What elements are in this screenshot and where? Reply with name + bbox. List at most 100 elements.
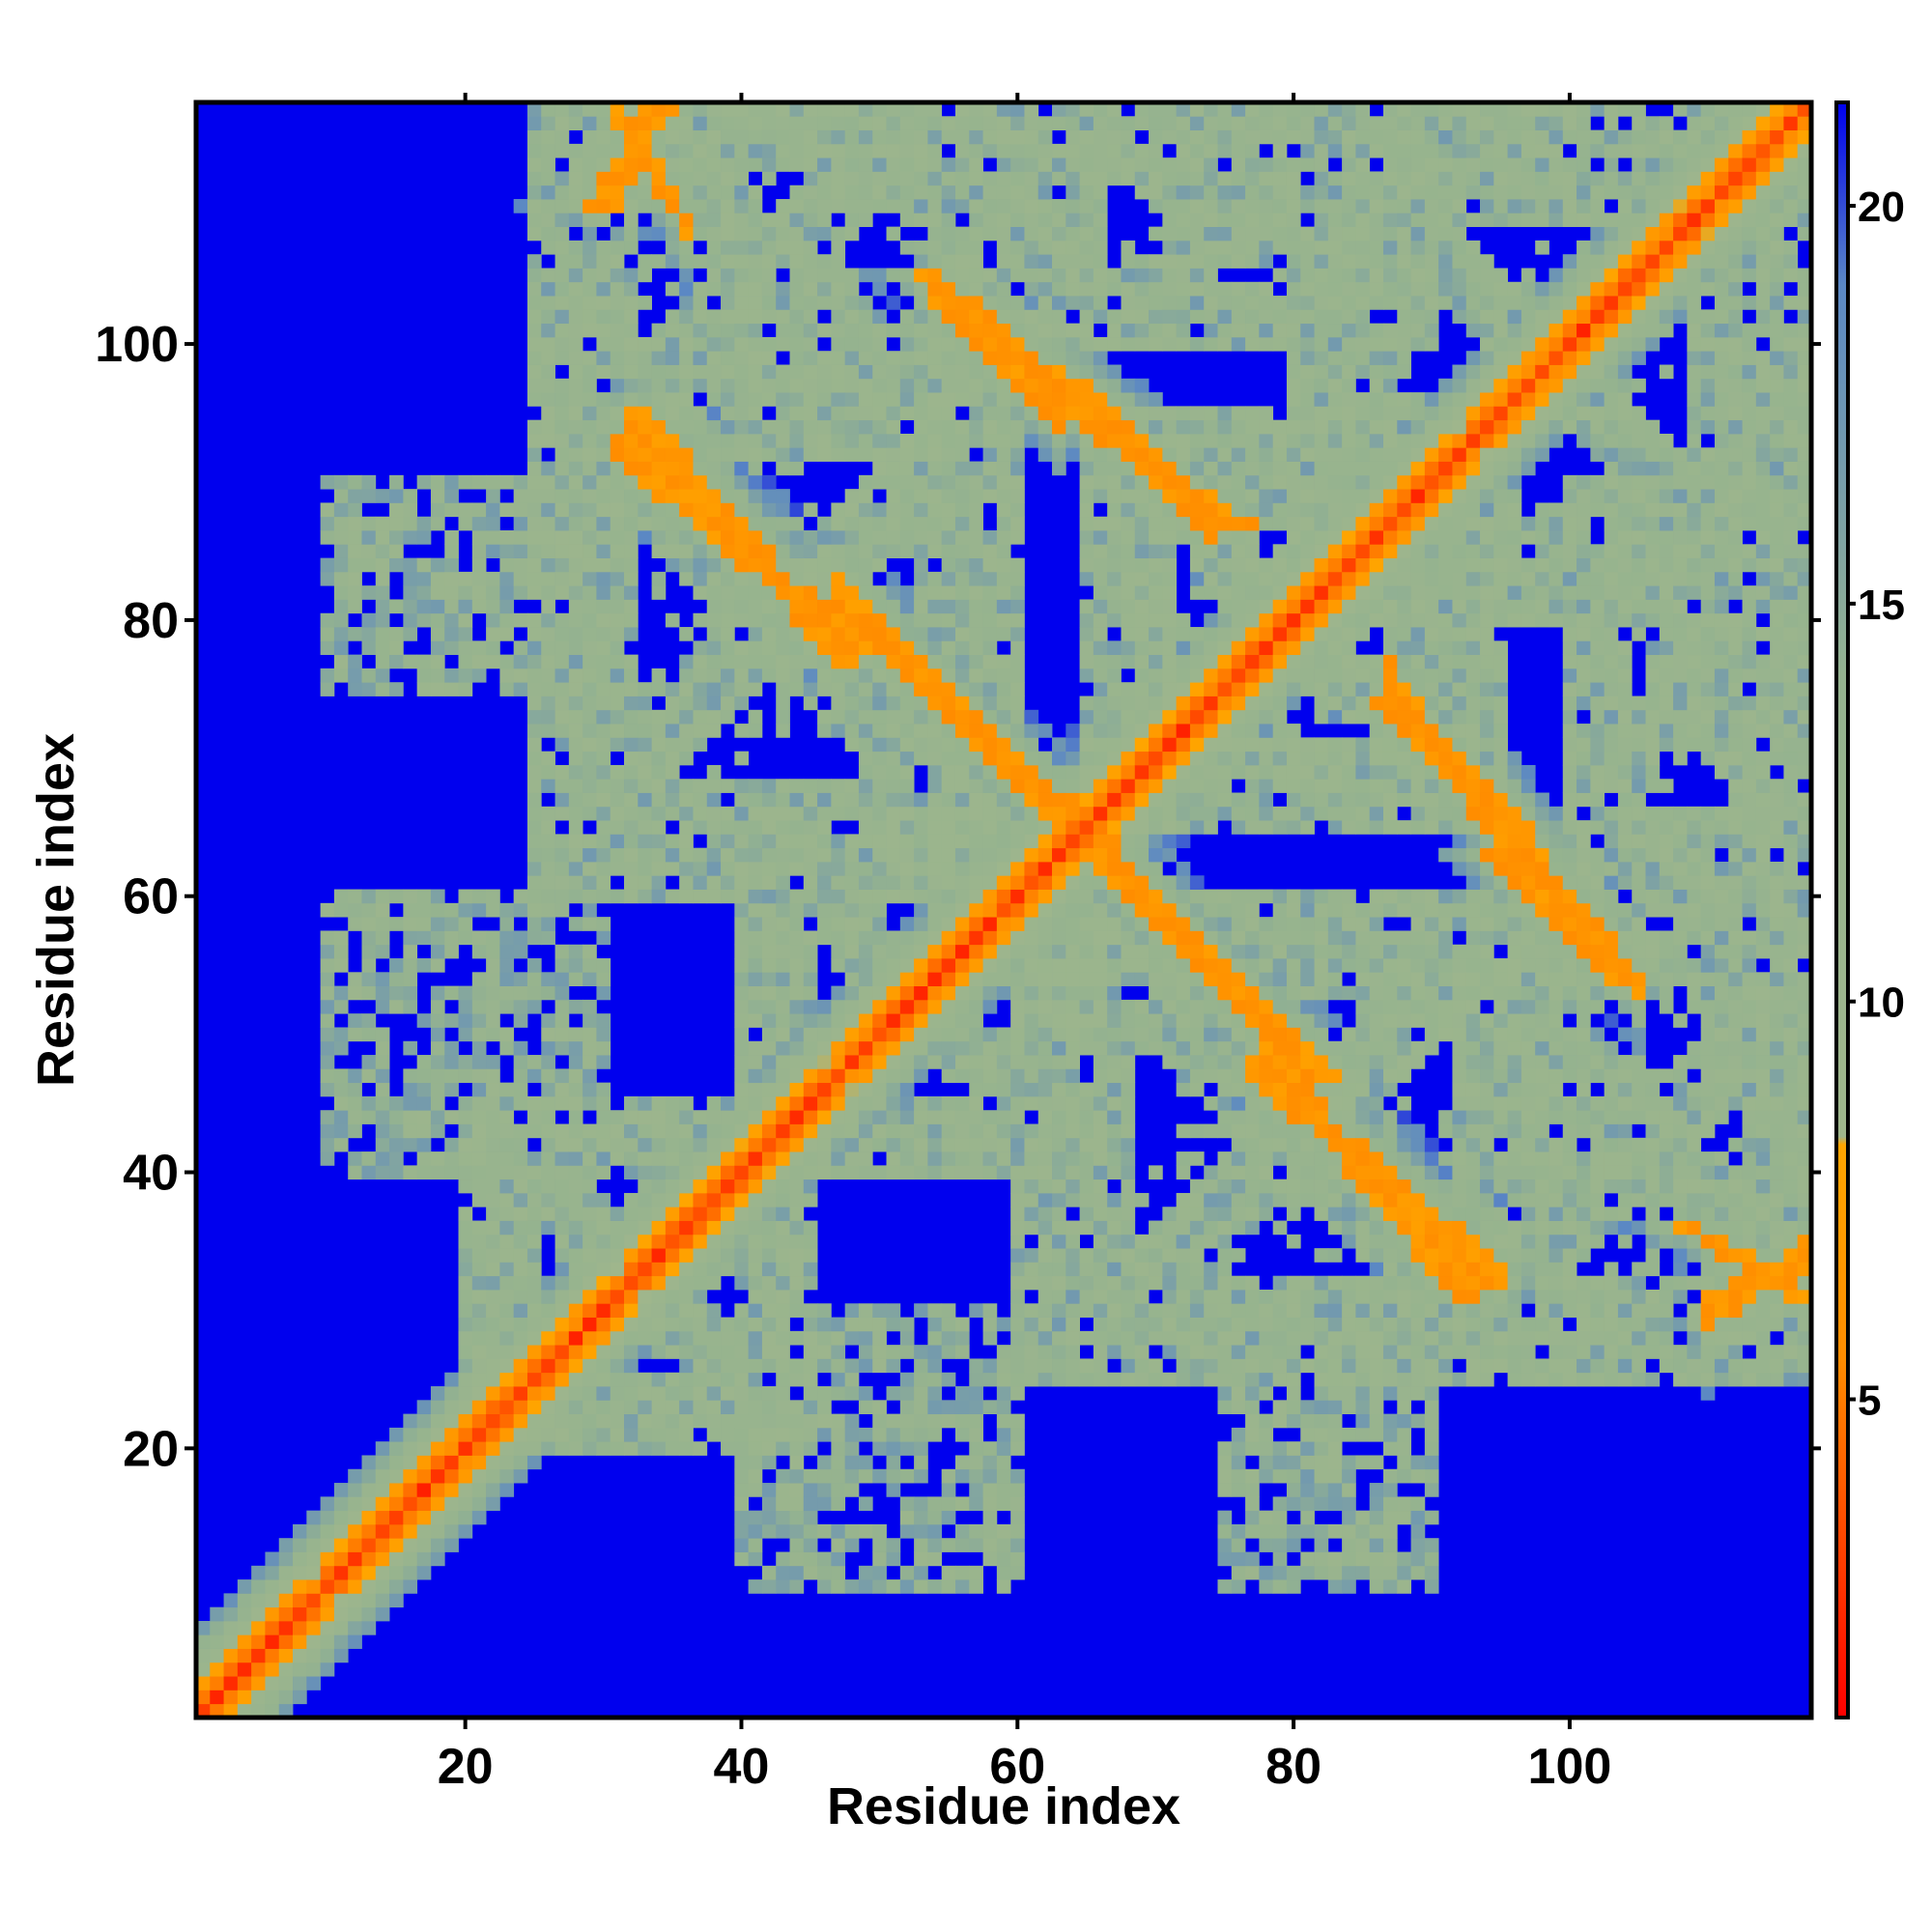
heatmap-cell xyxy=(941,240,956,255)
heatmap-cell xyxy=(969,102,983,117)
heatmap-cell xyxy=(844,1483,860,1497)
heatmap-cell xyxy=(1204,226,1218,242)
heatmap-cell xyxy=(721,1123,735,1139)
heatmap-cell xyxy=(513,1137,528,1152)
heatmap-cell xyxy=(293,1593,307,1608)
heatmap-cell xyxy=(761,392,777,407)
heatmap-cell xyxy=(1037,1165,1053,1180)
heatmap-cell xyxy=(927,875,943,890)
heatmap-cell xyxy=(789,806,805,821)
heatmap-cell xyxy=(582,875,597,890)
heatmap-cell xyxy=(914,806,928,821)
heatmap-cell xyxy=(1079,1358,1094,1374)
heatmap-cell xyxy=(872,419,887,435)
heatmap-cell xyxy=(513,1427,528,1442)
heatmap-cell xyxy=(748,281,763,297)
heatmap-cell xyxy=(872,336,887,352)
heatmap-cell xyxy=(748,433,763,448)
heatmap-cell xyxy=(1176,102,1191,117)
heatmap-cell xyxy=(582,1289,597,1304)
heatmap-cell xyxy=(568,792,583,808)
heatmap-cell xyxy=(831,171,846,186)
heatmap-cell xyxy=(499,917,515,931)
heatmap-cell xyxy=(899,682,915,696)
heatmap-cell xyxy=(858,972,873,986)
heatmap-cell xyxy=(803,530,818,545)
heatmap-cell xyxy=(1121,612,1136,628)
heatmap-cell xyxy=(375,668,390,683)
heatmap-cell xyxy=(1189,696,1205,711)
heatmap-cell xyxy=(403,985,418,1001)
heatmap-cell xyxy=(954,696,970,711)
heatmap-cell xyxy=(582,447,597,462)
heatmap-cell xyxy=(886,571,901,586)
heatmap-cell xyxy=(1037,296,1053,310)
heatmap-cell xyxy=(858,185,873,200)
heatmap-cell xyxy=(541,709,555,724)
heatmap-cell xyxy=(817,917,832,931)
heatmap-cell xyxy=(665,1095,680,1111)
heatmap-cell xyxy=(996,612,1011,628)
heatmap-cell xyxy=(1037,213,1053,228)
heatmap-cell xyxy=(348,917,362,931)
heatmap-cell xyxy=(458,1483,473,1497)
heatmap-cell xyxy=(1189,1345,1205,1359)
heatmap-cell xyxy=(541,1330,555,1346)
heatmap-cell xyxy=(886,1483,901,1497)
heatmap-cell xyxy=(748,1345,763,1359)
heatmap-cell xyxy=(1093,640,1108,656)
heatmap-cell xyxy=(969,1040,983,1056)
heatmap-cell xyxy=(1107,958,1122,973)
heatmap-cell xyxy=(651,682,667,696)
heatmap-cell xyxy=(471,1123,487,1139)
heatmap-cell xyxy=(721,433,735,448)
heatmap-cell xyxy=(817,682,832,696)
heatmap-cell xyxy=(776,1165,790,1180)
heatmap-cell xyxy=(899,709,915,724)
heatmap-cell xyxy=(1176,999,1191,1014)
heatmap-cell xyxy=(693,447,708,462)
heatmap-cell xyxy=(1162,985,1178,1001)
heatmap-cell xyxy=(651,129,667,145)
heatmap-cell xyxy=(789,1565,805,1580)
heatmap-cell xyxy=(927,612,943,628)
heatmap-cell xyxy=(886,530,901,545)
heatmap-cell xyxy=(1107,1275,1122,1291)
heatmap-cell xyxy=(899,116,915,130)
heatmap-cell xyxy=(416,1095,432,1111)
heatmap-cell xyxy=(582,1400,597,1415)
heatmap-cell xyxy=(748,1248,763,1263)
heatmap-cell xyxy=(554,1123,570,1139)
heatmap-cell xyxy=(320,1496,335,1512)
heatmap-cell xyxy=(1079,640,1094,656)
heatmap-cell xyxy=(969,571,983,586)
heatmap-cell xyxy=(679,792,694,808)
heatmap-cell xyxy=(706,1220,722,1236)
heatmap-cell xyxy=(610,323,625,338)
heatmap-cell xyxy=(789,336,805,352)
heatmap-cell xyxy=(761,985,777,1001)
heatmap-cell xyxy=(1037,1055,1053,1069)
heatmap-cell xyxy=(1204,406,1218,421)
heatmap-cell xyxy=(693,1303,708,1318)
heatmap-cell xyxy=(734,1386,750,1401)
heatmap-cell xyxy=(706,1151,722,1166)
heatmap-cell xyxy=(610,226,625,242)
heatmap-cell xyxy=(1037,1345,1053,1359)
heatmap-cell xyxy=(1093,820,1108,835)
heatmap-cell xyxy=(665,185,680,200)
heatmap-cell xyxy=(817,1068,832,1084)
heatmap-cell xyxy=(430,682,445,696)
heatmap-cell xyxy=(596,1123,611,1139)
heatmap-cell xyxy=(348,1068,362,1084)
heatmap-cell xyxy=(1010,847,1025,863)
heatmap-cell xyxy=(416,1427,432,1442)
heatmap-cell xyxy=(1093,1095,1108,1111)
heatmap-cell xyxy=(941,985,956,1001)
heatmap-cell xyxy=(375,889,390,904)
heatmap-cell xyxy=(899,1013,915,1028)
heatmap-cell xyxy=(748,875,763,890)
heatmap-cell xyxy=(1176,419,1191,435)
heatmap-cell xyxy=(1189,902,1205,918)
heatmap-cell xyxy=(1204,751,1218,766)
